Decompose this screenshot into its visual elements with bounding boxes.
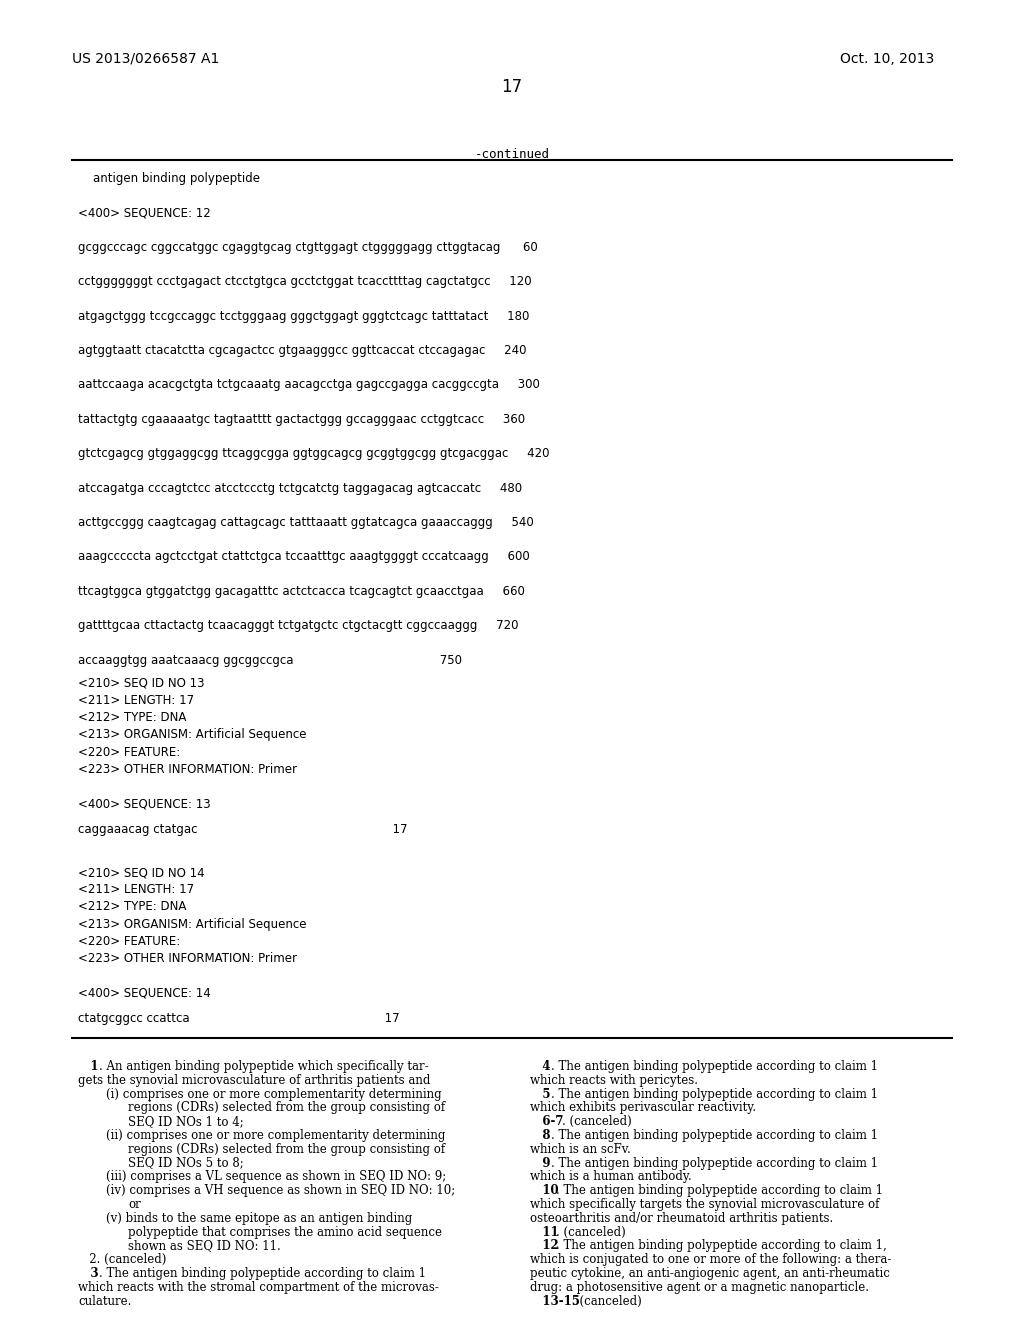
Text: <223> OTHER INFORMATION: Primer: <223> OTHER INFORMATION: Primer: [78, 952, 297, 965]
Text: <220> FEATURE:: <220> FEATURE:: [78, 746, 180, 759]
Text: polypeptide that comprises the amino acid sequence: polypeptide that comprises the amino aci…: [128, 1225, 442, 1238]
Text: accaaggtgg aaatcaaacg ggcggccgca                                       750: accaaggtgg aaatcaaacg ggcggccgca 750: [78, 653, 462, 667]
Text: <400> SEQUENCE: 13: <400> SEQUENCE: 13: [78, 797, 211, 810]
Text: . An antigen binding polypeptide which specifically tar-: . An antigen binding polypeptide which s…: [99, 1060, 429, 1073]
Text: cctgggggggt ccctgagact ctcctgtgca gcctctggat tcaccttttag cagctatgcc     120: cctgggggggt ccctgagact ctcctgtgca gcctct…: [78, 275, 531, 288]
Text: <400> SEQUENCE: 12: <400> SEQUENCE: 12: [78, 206, 211, 219]
Text: . (canceled): . (canceled): [562, 1115, 632, 1129]
Text: which is a human antibody.: which is a human antibody.: [530, 1171, 692, 1184]
Text: Oct. 10, 2013: Oct. 10, 2013: [840, 51, 934, 66]
Text: tattactgtg cgaaaaatgc tagtaatttt gactactggg gccagggaac cctggtcacc     360: tattactgtg cgaaaaatgc tagtaatttt gactact…: [78, 413, 525, 426]
Text: which is conjugated to one or more of the following: a thera-: which is conjugated to one or more of th…: [530, 1253, 891, 1266]
Text: gtctcgagcg gtggaggcgg ttcaggcgga ggtggcagcg gcggtggcgg gtcgacggac     420: gtctcgagcg gtggaggcgg ttcaggcgga ggtggca…: [78, 447, 550, 461]
Text: 13-15: 13-15: [530, 1295, 580, 1308]
Text: 5: 5: [530, 1088, 551, 1101]
Text: which specifically targets the synovial microvasculature of: which specifically targets the synovial …: [530, 1199, 880, 1210]
Text: regions (CDRs) selected from the group consisting of: regions (CDRs) selected from the group c…: [128, 1101, 445, 1114]
Text: peutic cytokine, an anti-angiogenic agent, an anti-rheumatic: peutic cytokine, an anti-angiogenic agen…: [530, 1267, 890, 1280]
Text: caggaaacag ctatgac                                                    17: caggaaacag ctatgac 17: [78, 822, 408, 836]
Text: gets the synovial microvasculature of arthritis patients and: gets the synovial microvasculature of ar…: [78, 1073, 430, 1086]
Text: <211> LENGTH: 17: <211> LENGTH: 17: [78, 694, 195, 708]
Text: <210> SEQ ID NO 13: <210> SEQ ID NO 13: [78, 677, 205, 690]
Text: ctatgcggcc ccattca                                                    17: ctatgcggcc ccattca 17: [78, 1012, 399, 1026]
Text: (v) binds to the same epitope as an antigen binding: (v) binds to the same epitope as an anti…: [106, 1212, 413, 1225]
Text: <220> FEATURE:: <220> FEATURE:: [78, 935, 180, 948]
Text: 2. (canceled): 2. (canceled): [78, 1253, 166, 1266]
Text: 17: 17: [502, 78, 522, 96]
Text: <210> SEQ ID NO 14: <210> SEQ ID NO 14: [78, 866, 205, 879]
Text: (iii) comprises a VL sequence as shown in SEQ ID NO: 9;: (iii) comprises a VL sequence as shown i…: [106, 1171, 446, 1184]
Text: aaagcccccta agctcctgat ctattctgca tccaatttgc aaagtggggt cccatcaagg     600: aaagcccccta agctcctgat ctattctgca tccaat…: [78, 550, 529, 564]
Text: . The antigen binding polypeptide according to claim 1: . The antigen binding polypeptide accord…: [99, 1267, 426, 1280]
Text: or: or: [128, 1199, 140, 1210]
Text: <213> ORGANISM: Artificial Sequence: <213> ORGANISM: Artificial Sequence: [78, 917, 306, 931]
Text: (iv) comprises a VH sequence as shown in SEQ ID NO: 10;: (iv) comprises a VH sequence as shown in…: [106, 1184, 456, 1197]
Text: 3: 3: [78, 1267, 98, 1280]
Text: 4: 4: [530, 1060, 551, 1073]
Text: drug: a photosensitive agent or a magnetic nanoparticle.: drug: a photosensitive agent or a magnet…: [530, 1280, 869, 1294]
Text: acttgccggg caagtcagag cattagcagc tatttaaatt ggtatcagca gaaaccaggg     540: acttgccggg caagtcagag cattagcagc tatttaa…: [78, 516, 534, 529]
Text: culature.: culature.: [78, 1295, 131, 1308]
Text: aattccaaga acacgctgta tctgcaaatg aacagcctga gagccgagga cacggccgta     300: aattccaaga acacgctgta tctgcaaatg aacagcc…: [78, 379, 540, 392]
Text: antigen binding polypeptide: antigen binding polypeptide: [78, 172, 260, 185]
Text: which reacts with pericytes.: which reacts with pericytes.: [530, 1073, 698, 1086]
Text: 1: 1: [78, 1060, 98, 1073]
Text: which reacts with the stromal compartment of the microvas-: which reacts with the stromal compartmen…: [78, 1280, 439, 1294]
Text: <400> SEQUENCE: 14: <400> SEQUENCE: 14: [78, 986, 211, 999]
Text: . The antigen binding polypeptide according to claim 1: . The antigen binding polypeptide accord…: [556, 1184, 884, 1197]
Text: . The antigen binding polypeptide according to claim 1: . The antigen binding polypeptide accord…: [551, 1060, 879, 1073]
Text: 8: 8: [530, 1129, 551, 1142]
Text: which is an scFv.: which is an scFv.: [530, 1143, 631, 1156]
Text: gattttgcaa cttactactg tcaacagggt tctgatgctc ctgctacgtt cggccaaggg     720: gattttgcaa cttactactg tcaacagggt tctgatg…: [78, 619, 518, 632]
Text: US 2013/0266587 A1: US 2013/0266587 A1: [72, 51, 219, 66]
Text: SEQ ID NOs 5 to 8;: SEQ ID NOs 5 to 8;: [128, 1156, 244, 1170]
Text: . The antigen binding polypeptide according to claim 1,: . The antigen binding polypeptide accord…: [556, 1239, 887, 1253]
Text: <223> OTHER INFORMATION: Primer: <223> OTHER INFORMATION: Primer: [78, 763, 297, 776]
Text: SEQ ID NOs 1 to 4;: SEQ ID NOs 1 to 4;: [128, 1115, 244, 1129]
Text: shown as SEQ ID NO: 11.: shown as SEQ ID NO: 11.: [128, 1239, 281, 1253]
Text: which exhibits perivascular reactivity.: which exhibits perivascular reactivity.: [530, 1101, 756, 1114]
Text: gcggcccagc cggccatggc cgaggtgcag ctgttggagt ctgggggagg cttggtacag      60: gcggcccagc cggccatggc cgaggtgcag ctgttgg…: [78, 240, 538, 253]
Text: atgagctggg tccgccaggc tcctgggaag gggctggagt gggtctcagc tatttatact     180: atgagctggg tccgccaggc tcctgggaag gggctgg…: [78, 310, 529, 322]
Text: atccagatga cccagtctcc atcctccctg tctgcatctg taggagacag agtcaccatc     480: atccagatga cccagtctcc atcctccctg tctgcat…: [78, 482, 522, 495]
Text: -continued: -continued: [474, 148, 550, 161]
Text: . The antigen binding polypeptide according to claim 1: . The antigen binding polypeptide accord…: [551, 1129, 879, 1142]
Text: . (canceled): . (canceled): [556, 1225, 627, 1238]
Text: ttcagtggca gtggatctgg gacagatttc actctcacca tcagcagtct gcaacctgaa     660: ttcagtggca gtggatctgg gacagatttc actctca…: [78, 585, 525, 598]
Text: . The antigen binding polypeptide according to claim 1: . The antigen binding polypeptide accord…: [551, 1088, 879, 1101]
Text: <212> TYPE: DNA: <212> TYPE: DNA: [78, 900, 186, 913]
Text: 10: 10: [530, 1184, 559, 1197]
Text: 6-7: 6-7: [530, 1115, 563, 1129]
Text: 12: 12: [530, 1239, 559, 1253]
Text: <211> LENGTH: 17: <211> LENGTH: 17: [78, 883, 195, 896]
Text: osteoarthritis and/or rheumatoid arthritis patients.: osteoarthritis and/or rheumatoid arthrit…: [530, 1212, 834, 1225]
Text: 11: 11: [530, 1225, 559, 1238]
Text: 9: 9: [530, 1156, 551, 1170]
Text: regions (CDRs) selected from the group consisting of: regions (CDRs) selected from the group c…: [128, 1143, 445, 1156]
Text: (i) comprises one or more complementarity determining: (i) comprises one or more complementarit…: [106, 1088, 441, 1101]
Text: . (canceled): . (canceled): [572, 1295, 642, 1308]
Text: (ii) comprises one or more complementarity determining: (ii) comprises one or more complementari…: [106, 1129, 445, 1142]
Text: <212> TYPE: DNA: <212> TYPE: DNA: [78, 711, 186, 725]
Text: agtggtaatt ctacatctta cgcagactcc gtgaagggcc ggttcaccat ctccagagac     240: agtggtaatt ctacatctta cgcagactcc gtgaagg…: [78, 345, 526, 356]
Text: . The antigen binding polypeptide according to claim 1: . The antigen binding polypeptide accord…: [551, 1156, 879, 1170]
Text: <213> ORGANISM: Artificial Sequence: <213> ORGANISM: Artificial Sequence: [78, 729, 306, 742]
